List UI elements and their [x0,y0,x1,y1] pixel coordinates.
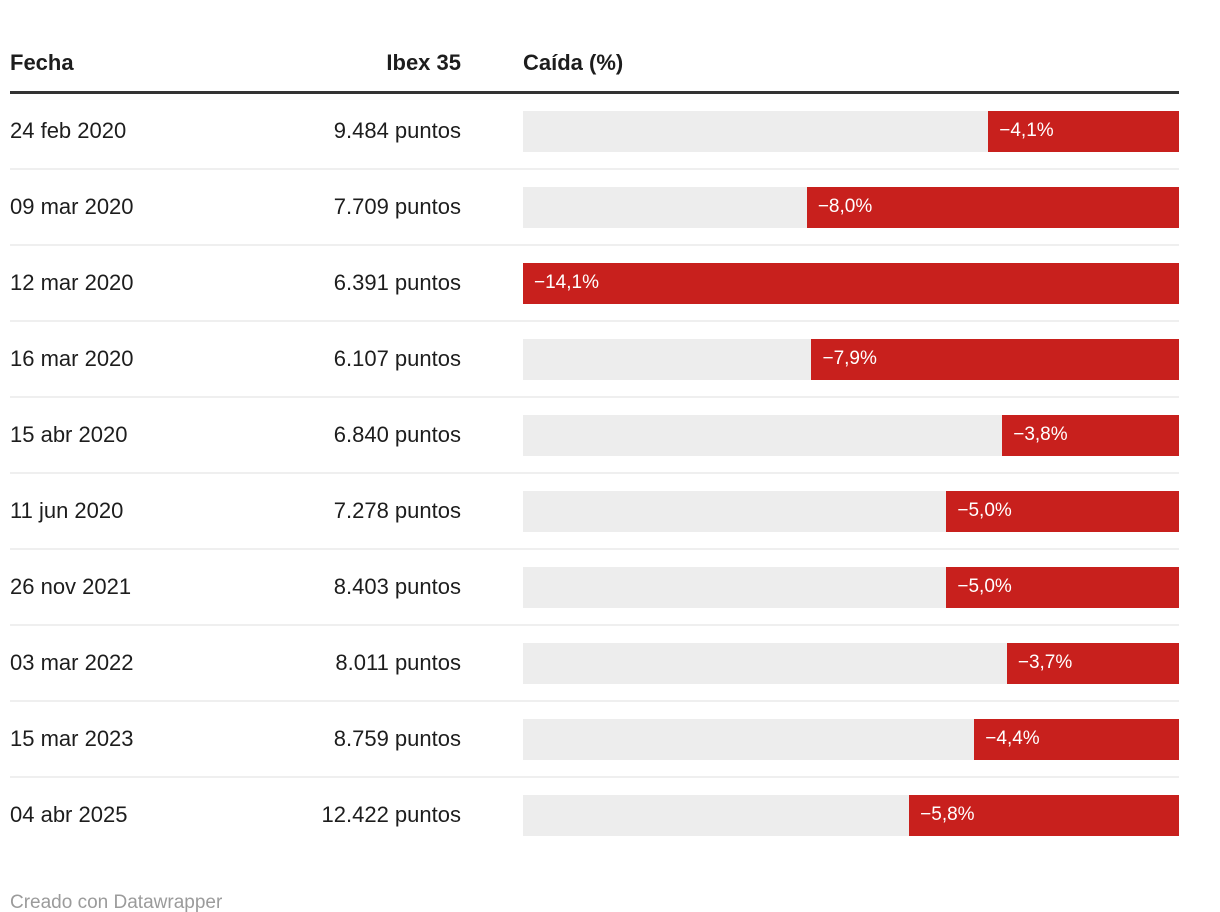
column-header-ibex: Ibex 35 [386,50,461,75]
footer-credit: Creado con Datawrapper [10,892,1179,912]
table-row: 04 abr 2025 12.422 puntos −5,8% [10,778,1179,852]
caida-label: −5,0% [957,500,1012,522]
caida-label: −8,0% [817,196,873,218]
caida-bar: −3,7% [1006,642,1179,684]
table-row: 15 abr 2020 6.840 puntos −3,8% [10,398,1179,475]
table-row: 11 jun 2020 7.278 puntos −5,0% [10,474,1179,551]
caida-cell: −3,8% [461,414,1179,456]
fecha-cell: 12 mar 2020 [10,270,134,296]
column-header-fecha: Fecha [10,50,74,75]
caida-bar: −4,4% [974,718,1179,760]
fecha-cell: 15 abr 2020 [10,422,128,448]
caida-label: −3,7% [1017,652,1073,674]
fecha-cell: 26 nov 2021 [10,574,132,600]
caida-cell: −5,8% [461,794,1179,836]
fecha-cell: 24 feb 2020 [10,118,127,144]
ibex-cell: 6.391 puntos [333,270,461,296]
caida-bar: −14,1% [523,262,1179,304]
ibex-cell: 8.403 puntos [333,574,461,600]
caida-bar-track: −4,1% [523,110,1179,152]
caida-cell: −7,9% [461,338,1179,380]
caida-cell: −8,0% [461,186,1179,228]
fecha-cell: 11 jun 2020 [10,498,124,524]
caida-bar: −4,1% [988,110,1179,152]
table-row: 16 mar 2020 6.107 puntos −7,9% [10,322,1179,399]
table-row: 03 mar 2022 8.011 puntos −3,7% [10,626,1179,703]
ibex-cell: 9.484 puntos [333,118,461,144]
fecha-cell: 04 abr 2025 [10,802,128,828]
caida-bar-track: −3,8% [523,414,1179,456]
table-row: 15 mar 2023 8.759 puntos −4,4% [10,702,1179,779]
ibex-cell: 7.709 puntos [333,194,461,220]
caida-cell: −4,1% [461,110,1179,152]
caida-label: −14,1% [534,272,599,294]
ibex-cell: 7.278 puntos [333,498,461,524]
caida-bar-track: −4,4% [523,718,1179,760]
caida-bar-track: −14,1% [523,262,1179,304]
caida-bar-track: −5,0% [523,490,1179,532]
table-header-row: Fecha Ibex 35 Caída (%) [10,44,1179,95]
caida-bar-track: −5,8% [523,794,1179,836]
caida-cell: −5,0% [461,566,1179,608]
caida-label: −3,8% [1013,424,1068,446]
column-header-caida: Caída (%) [523,50,624,75]
fecha-cell: 16 mar 2020 [10,346,134,372]
caida-cell: −14,1% [461,262,1179,304]
ibex-cell: 6.840 puntos [333,422,461,448]
ibex-cell: 12.422 puntos [321,802,461,828]
table-row: 24 feb 2020 9.484 puntos −4,1% [10,94,1179,171]
fecha-cell: 09 mar 2020 [10,194,134,220]
caida-label: −7,9% [822,348,877,370]
caida-bar: −7,9% [811,338,1179,380]
ibex-cell: 6.107 puntos [333,346,461,372]
caida-bar: −5,0% [946,566,1179,608]
table-row: 12 mar 2020 6.391 puntos −14,1% [10,246,1179,323]
caida-bar: −3,8% [1002,414,1179,456]
caida-label: −4,1% [999,120,1054,142]
table-row: 09 mar 2020 7.709 puntos −8,0% [10,170,1179,247]
caida-bar: −8,0% [806,186,1179,228]
caida-cell: −3,7% [461,642,1179,684]
table-row: 26 nov 2021 8.403 puntos −5,0% [10,550,1179,627]
fecha-cell: 03 mar 2022 [10,650,134,676]
datawrapper-credit-link[interactable]: Creado con Datawrapper [10,892,223,912]
caida-bar-track: −7,9% [523,338,1179,380]
caida-label: −5,8% [920,804,975,826]
caida-cell: −5,0% [461,490,1179,532]
fecha-cell: 15 mar 2023 [10,726,134,752]
caida-bar: −5,0% [946,490,1179,532]
caida-label: −4,4% [985,728,1040,750]
caida-bar-track: −5,0% [523,566,1179,608]
caida-bar-track: −8,0% [523,186,1179,228]
caida-bar-track: −3,7% [523,642,1179,684]
caida-label: −5,0% [957,576,1012,598]
table-body: 24 feb 2020 9.484 puntos −4,1% 09 mar 20… [10,94,1179,852]
ibex-cell: 8.759 puntos [333,726,461,752]
caida-bar: −5,8% [909,794,1179,836]
caida-cell: −4,4% [461,718,1179,760]
ibex-cell: 8.011 puntos [335,650,461,676]
